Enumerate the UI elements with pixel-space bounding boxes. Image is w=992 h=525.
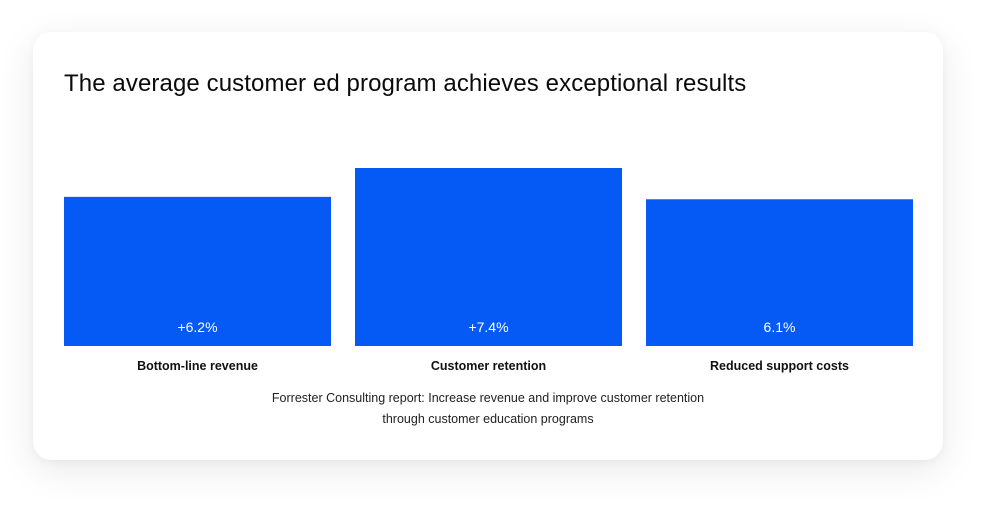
value-label: 6.1% — [764, 319, 796, 335]
chart-card: The average customer ed program achieves… — [33, 32, 943, 460]
category-label: Customer retention — [431, 359, 546, 373]
bar-bottom-line-revenue — [64, 196, 331, 346]
value-label: +7.4% — [468, 319, 508, 335]
bar-reduced-support-costs — [646, 199, 913, 346]
category-label: Reduced support costs — [710, 359, 849, 373]
source-line-2: through customer education programs — [382, 412, 594, 426]
bar-chart: +6.2% Bottom-line revenue +7.4% Customer re… — [64, 168, 913, 373]
source-line-1: Forrester Consulting report: Increase re… — [271, 391, 705, 405]
category-label: Bottom-line revenue — [137, 359, 258, 373]
bar-customer-retention — [355, 168, 622, 346]
chart-title: The average customer ed program achieves… — [64, 70, 747, 97]
source-note: Forrester Consulting report: Increase re… — [233, 388, 743, 430]
value-label: +6.2% — [177, 319, 217, 335]
